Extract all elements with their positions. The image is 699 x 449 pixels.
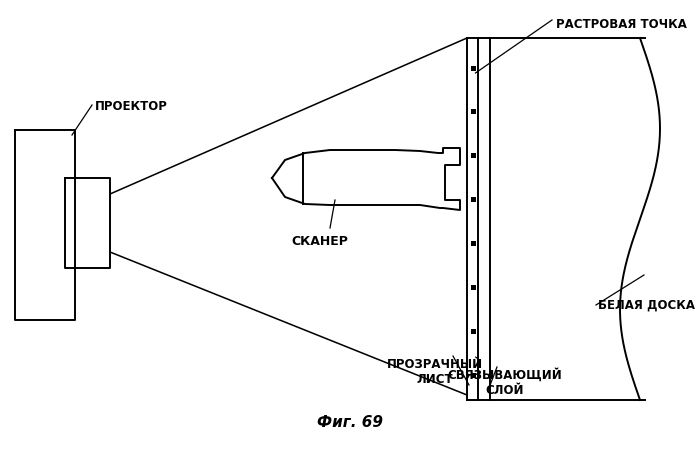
Polygon shape bbox=[471, 373, 476, 378]
Polygon shape bbox=[471, 241, 476, 246]
Text: ПРОЗРАЧНЫЙ
ЛИСТ: ПРОЗРАЧНЫЙ ЛИСТ bbox=[387, 358, 483, 386]
Text: Фиг. 69: Фиг. 69 bbox=[317, 415, 383, 430]
Polygon shape bbox=[471, 110, 476, 114]
Text: СКАНЕР: СКАНЕР bbox=[291, 235, 348, 248]
Text: ПРОЕКТОР: ПРОЕКТОР bbox=[95, 100, 168, 113]
Polygon shape bbox=[471, 285, 476, 290]
Text: СВЯЗЫВАЮЩИЙ
СЛОЙ: СВЯЗЫВАЮЩИЙ СЛОЙ bbox=[447, 368, 563, 397]
Text: БЕЛАЯ ДОСКА: БЕЛАЯ ДОСКА bbox=[598, 299, 695, 312]
Polygon shape bbox=[272, 148, 460, 210]
Polygon shape bbox=[471, 153, 476, 158]
Text: РАСТРОВАЯ ТОЧКА: РАСТРОВАЯ ТОЧКА bbox=[556, 18, 687, 31]
Polygon shape bbox=[471, 329, 476, 334]
Polygon shape bbox=[471, 66, 476, 70]
Polygon shape bbox=[471, 197, 476, 202]
